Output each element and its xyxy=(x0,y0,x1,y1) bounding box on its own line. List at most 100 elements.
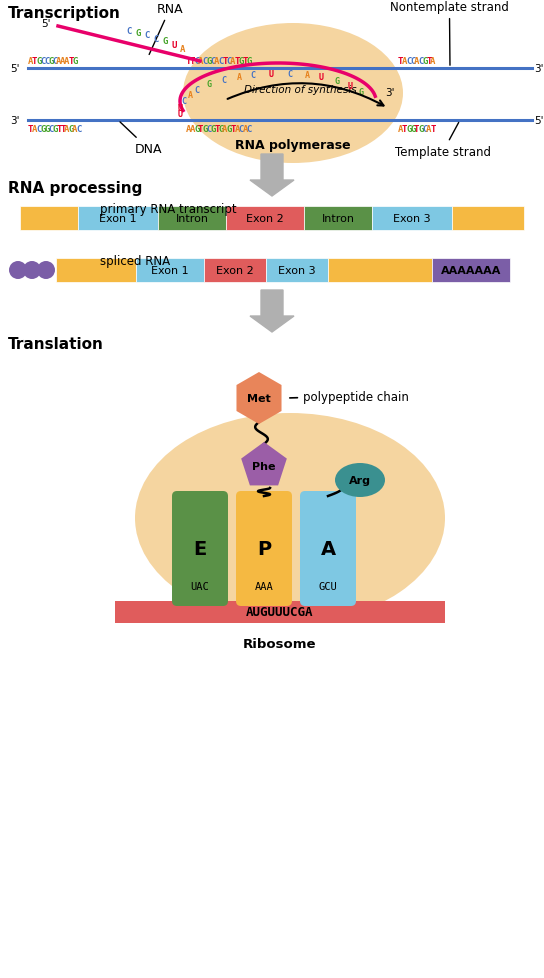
Bar xyxy=(432,259,510,283)
Text: C: C xyxy=(287,69,292,78)
Text: A: A xyxy=(243,125,248,134)
Text: A: A xyxy=(305,71,310,80)
Text: T: T xyxy=(214,125,220,134)
Text: T: T xyxy=(414,125,419,134)
Text: Exon 2: Exon 2 xyxy=(246,214,284,224)
Text: T: T xyxy=(56,125,61,134)
Text: A: A xyxy=(72,125,78,134)
Text: A: A xyxy=(60,57,66,66)
Text: G: G xyxy=(202,125,207,134)
Bar xyxy=(304,206,372,231)
Bar xyxy=(452,206,524,231)
Text: G: G xyxy=(238,57,244,66)
Text: UAC: UAC xyxy=(190,581,209,592)
Text: C: C xyxy=(40,57,46,66)
Text: G: G xyxy=(162,37,168,46)
Text: G: G xyxy=(44,125,50,134)
Text: C: C xyxy=(202,57,207,66)
Text: T: T xyxy=(190,57,195,66)
Polygon shape xyxy=(241,443,287,486)
Text: C: C xyxy=(226,57,232,66)
Text: U: U xyxy=(178,110,183,118)
Text: 3': 3' xyxy=(385,88,395,98)
Text: Translation: Translation xyxy=(8,336,104,352)
Bar xyxy=(328,259,432,283)
Text: C: C xyxy=(36,125,41,134)
FancyArrow shape xyxy=(250,155,294,197)
Text: primary RNA transcript: primary RNA transcript xyxy=(100,202,237,216)
Text: T: T xyxy=(198,125,203,134)
Text: A: A xyxy=(414,57,419,66)
Text: A: A xyxy=(430,57,436,66)
Bar xyxy=(136,259,204,283)
Text: spliced RNA: spliced RNA xyxy=(100,254,170,268)
Text: G: G xyxy=(218,125,224,134)
Text: 5': 5' xyxy=(534,115,543,126)
Text: G: G xyxy=(359,87,364,97)
Bar xyxy=(204,259,266,283)
Text: G: G xyxy=(135,28,141,37)
Text: T: T xyxy=(426,57,431,66)
Text: Exon 2: Exon 2 xyxy=(216,266,254,276)
Text: C: C xyxy=(406,57,411,66)
Text: G: G xyxy=(72,57,78,66)
Ellipse shape xyxy=(335,464,385,498)
Text: C: C xyxy=(126,26,132,35)
Text: G: G xyxy=(334,77,339,86)
FancyBboxPatch shape xyxy=(172,492,228,606)
Text: G: G xyxy=(36,57,41,66)
Text: A: A xyxy=(234,125,240,134)
Text: Phe: Phe xyxy=(252,462,276,471)
Text: T: T xyxy=(430,125,436,134)
Circle shape xyxy=(37,262,55,280)
FancyArrow shape xyxy=(250,290,294,333)
Ellipse shape xyxy=(183,24,403,164)
Text: P: P xyxy=(257,540,271,558)
FancyBboxPatch shape xyxy=(236,492,292,606)
Text: A: A xyxy=(56,57,61,66)
Text: C: C xyxy=(218,57,224,66)
Text: T: T xyxy=(230,125,236,134)
Text: G: G xyxy=(410,125,416,134)
Text: G: G xyxy=(69,125,73,134)
Text: C: C xyxy=(52,57,58,66)
Text: A: A xyxy=(198,57,203,66)
Text: G: G xyxy=(246,57,252,66)
Text: G: G xyxy=(48,57,53,66)
Text: G: G xyxy=(210,125,215,134)
Text: T: T xyxy=(222,57,227,66)
Text: T: T xyxy=(69,57,73,66)
Text: G: G xyxy=(226,125,232,134)
Text: A: A xyxy=(402,57,407,66)
Text: C: C xyxy=(195,86,200,95)
Bar xyxy=(372,206,452,231)
Text: polypeptide chain: polypeptide chain xyxy=(290,390,409,403)
Text: C: C xyxy=(210,57,215,66)
Text: G: G xyxy=(194,125,200,134)
Text: A: A xyxy=(190,125,195,134)
Text: 3': 3' xyxy=(10,115,20,126)
Text: U: U xyxy=(178,105,183,113)
Text: T: T xyxy=(28,125,33,134)
Circle shape xyxy=(9,262,27,280)
Text: U: U xyxy=(318,73,323,82)
Text: G: G xyxy=(418,125,424,134)
Text: A: A xyxy=(186,125,191,134)
Text: G: G xyxy=(40,125,46,134)
Text: A: A xyxy=(32,125,38,134)
Text: C: C xyxy=(418,57,424,66)
Bar xyxy=(78,206,158,231)
Text: 3': 3' xyxy=(534,64,543,74)
Text: T: T xyxy=(402,125,407,134)
Text: A: A xyxy=(230,57,236,66)
Text: DNA: DNA xyxy=(120,123,162,156)
Text: G: G xyxy=(52,125,58,134)
Text: RNA polymerase: RNA polymerase xyxy=(235,139,351,153)
Text: A: A xyxy=(237,72,242,81)
Polygon shape xyxy=(237,373,281,424)
Text: C: C xyxy=(44,57,50,66)
Bar xyxy=(115,601,445,623)
Text: C: C xyxy=(48,125,53,134)
Text: A: A xyxy=(64,57,70,66)
Text: AAAAAAA: AAAAAAA xyxy=(441,266,501,276)
